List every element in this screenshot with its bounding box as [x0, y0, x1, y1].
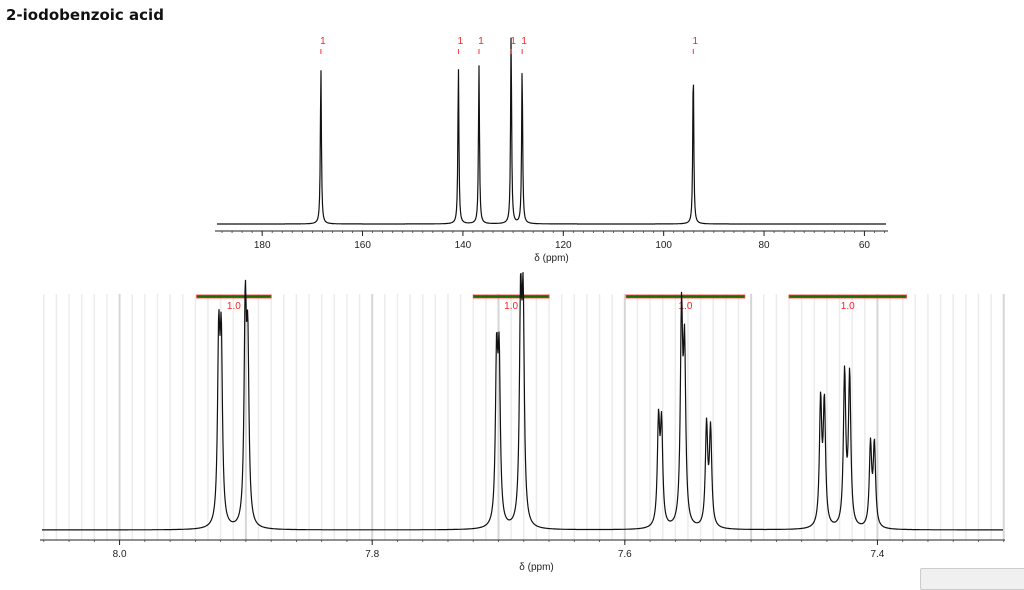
tick-label: 7.4 [870, 549, 884, 560]
x-axis-label: δ (ppm) [519, 562, 553, 573]
spectrum-trace [217, 37, 886, 225]
tick-label: 7.8 [365, 549, 379, 560]
integral-label: 1.0 [841, 301, 855, 312]
peak-label: 1 [521, 36, 527, 47]
tick-label: 80 [758, 240, 770, 251]
peak-label: 1 [478, 36, 484, 47]
integral-bar [625, 294, 746, 299]
x-axis-label: δ (ppm) [534, 253, 568, 264]
compound-title: 2-iodobenzoic acid [6, 6, 164, 24]
peak-label: 1 [320, 36, 326, 47]
integral-label: 1.0 [504, 301, 518, 312]
spectrum-0: 180 160 140 120 100 80 60δ (ppm)1 1 1 1 1 1 [215, 36, 888, 264]
partial-button[interactable] [920, 568, 1024, 590]
tick-label: 140 [455, 240, 472, 251]
integral-bar [472, 294, 550, 299]
tick-label: 120 [555, 240, 572, 251]
peak-label: 1 [458, 36, 464, 47]
spectrum-trace [42, 272, 1003, 531]
tick-label: 60 [859, 240, 871, 251]
peak-label: 1 [510, 36, 516, 47]
integral-label: 1.0 [678, 301, 692, 312]
tick-label: 100 [655, 240, 672, 251]
tick-label: 160 [354, 240, 371, 251]
peak-label: 1 [692, 36, 698, 47]
tick-label: 8.0 [113, 549, 127, 560]
spectrum-1: 8.0 7.8 7.6 7.4 δ (ppm) 1.0 1.0 1.0 1.0 [40, 272, 1005, 573]
integral-label: 1.0 [227, 301, 241, 312]
integral-bar [196, 294, 272, 299]
tick-label: 7.6 [618, 549, 632, 560]
integral-bar [788, 294, 907, 299]
tick-label: 180 [254, 240, 271, 251]
